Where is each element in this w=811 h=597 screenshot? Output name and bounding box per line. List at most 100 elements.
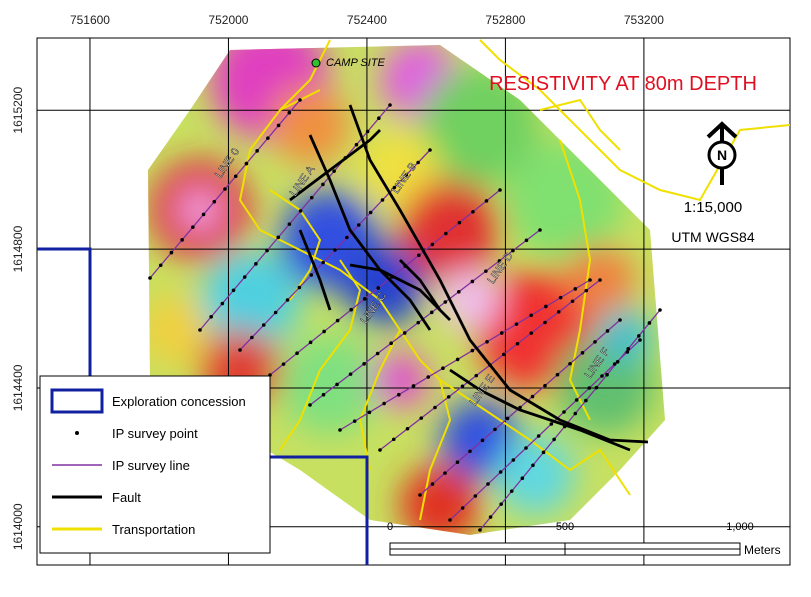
survey-point bbox=[356, 223, 361, 227]
survey-point bbox=[345, 235, 349, 240]
survey-point bbox=[558, 295, 563, 300]
survey-point bbox=[509, 489, 514, 493]
survey-point bbox=[658, 308, 662, 312]
survey-point bbox=[148, 276, 152, 280]
survey-point bbox=[223, 187, 227, 191]
x-tick-label: 752000 bbox=[208, 13, 248, 27]
survey-point bbox=[388, 103, 392, 107]
survey-point bbox=[389, 341, 393, 346]
x-tick-label: 753200 bbox=[624, 13, 664, 27]
survey-point bbox=[338, 428, 342, 432]
survey-point bbox=[544, 304, 548, 309]
survey-point bbox=[250, 335, 254, 340]
survey-point bbox=[529, 313, 533, 318]
survey-point bbox=[416, 320, 421, 325]
survey-point bbox=[378, 448, 382, 452]
survey-point bbox=[478, 528, 482, 532]
survey-point bbox=[448, 518, 452, 522]
legend-label: IP survey line bbox=[112, 458, 190, 473]
survey-point bbox=[191, 225, 195, 229]
survey-point bbox=[281, 362, 286, 366]
north-arrow: N bbox=[706, 121, 738, 185]
survey-point bbox=[615, 359, 620, 364]
survey-point bbox=[556, 310, 561, 314]
survey-point bbox=[612, 362, 617, 366]
camp-marker bbox=[311, 58, 321, 68]
y-tick-label: 1614000 bbox=[11, 503, 25, 550]
survey-point bbox=[498, 188, 502, 192]
survey-point bbox=[430, 482, 435, 486]
survey-point bbox=[473, 494, 478, 498]
survey-point bbox=[321, 182, 325, 187]
scale-text: 1:15,000 bbox=[684, 199, 742, 216]
scale-bar: 0 500 1,000 Meters bbox=[387, 521, 781, 557]
survey-point bbox=[261, 323, 266, 327]
survey-point bbox=[549, 422, 554, 426]
survey-point bbox=[584, 398, 588, 403]
survey-point bbox=[587, 386, 592, 390]
survey-point bbox=[158, 263, 163, 268]
survey-point bbox=[391, 437, 396, 442]
survey-point bbox=[520, 476, 525, 481]
survey-point bbox=[552, 437, 556, 442]
x-tick-label: 752800 bbox=[485, 13, 525, 27]
survey-point bbox=[416, 160, 420, 165]
survey-point bbox=[368, 210, 373, 215]
survey-point bbox=[348, 372, 353, 376]
survey-point bbox=[531, 463, 535, 468]
survey-point bbox=[536, 434, 541, 438]
survey-point bbox=[430, 242, 435, 247]
survey-point bbox=[443, 471, 447, 475]
survey-point bbox=[297, 285, 302, 290]
legend-label: IP survey point bbox=[112, 426, 198, 441]
survey-point bbox=[598, 278, 602, 282]
camp-label: CAMP SITE bbox=[326, 57, 386, 69]
survey-point bbox=[362, 362, 366, 366]
survey-point bbox=[242, 275, 247, 279]
survey-point bbox=[514, 322, 519, 326]
concession bbox=[37, 247, 369, 565]
survey-point bbox=[287, 110, 292, 115]
survey-point bbox=[426, 375, 431, 379]
survey-point bbox=[335, 382, 339, 387]
survey-point bbox=[543, 383, 547, 388]
survey-point bbox=[488, 515, 493, 519]
projection-label: UTM WGS84 bbox=[671, 229, 754, 245]
survey-point bbox=[647, 321, 652, 325]
survey-point bbox=[529, 331, 534, 335]
survey-point bbox=[411, 384, 416, 388]
survey-point bbox=[605, 329, 610, 333]
survey-point bbox=[573, 287, 578, 291]
survey-point bbox=[501, 352, 506, 357]
survey-point bbox=[335, 318, 340, 323]
survey-point bbox=[471, 209, 475, 214]
survey-point bbox=[444, 231, 448, 236]
survey-point bbox=[180, 238, 184, 242]
survey-point bbox=[511, 458, 516, 462]
survey-point bbox=[455, 357, 460, 362]
survey-point bbox=[308, 340, 313, 345]
survey-point bbox=[169, 250, 174, 255]
survey-point bbox=[255, 149, 259, 153]
scale-label: 0 bbox=[387, 521, 393, 533]
north-label: N bbox=[717, 147, 727, 163]
survey-point bbox=[499, 331, 504, 335]
survey-point bbox=[524, 446, 528, 450]
survey-point bbox=[493, 427, 497, 432]
survey-point bbox=[404, 173, 409, 177]
survey-point bbox=[441, 366, 445, 371]
survey-point bbox=[309, 273, 314, 277]
x-tick-label: 752400 bbox=[347, 13, 387, 27]
y-tick-label: 1614400 bbox=[11, 364, 25, 411]
survey-point bbox=[333, 248, 337, 252]
survey-point bbox=[405, 426, 410, 431]
survey-point bbox=[298, 98, 302, 102]
survey-point bbox=[231, 288, 236, 293]
survey-point bbox=[443, 300, 448, 304]
survey-point bbox=[486, 482, 490, 486]
survey-point bbox=[637, 334, 641, 338]
survey-point bbox=[367, 410, 372, 415]
survey-point bbox=[605, 372, 609, 377]
survey-point bbox=[446, 395, 451, 399]
survey-point bbox=[332, 169, 336, 173]
